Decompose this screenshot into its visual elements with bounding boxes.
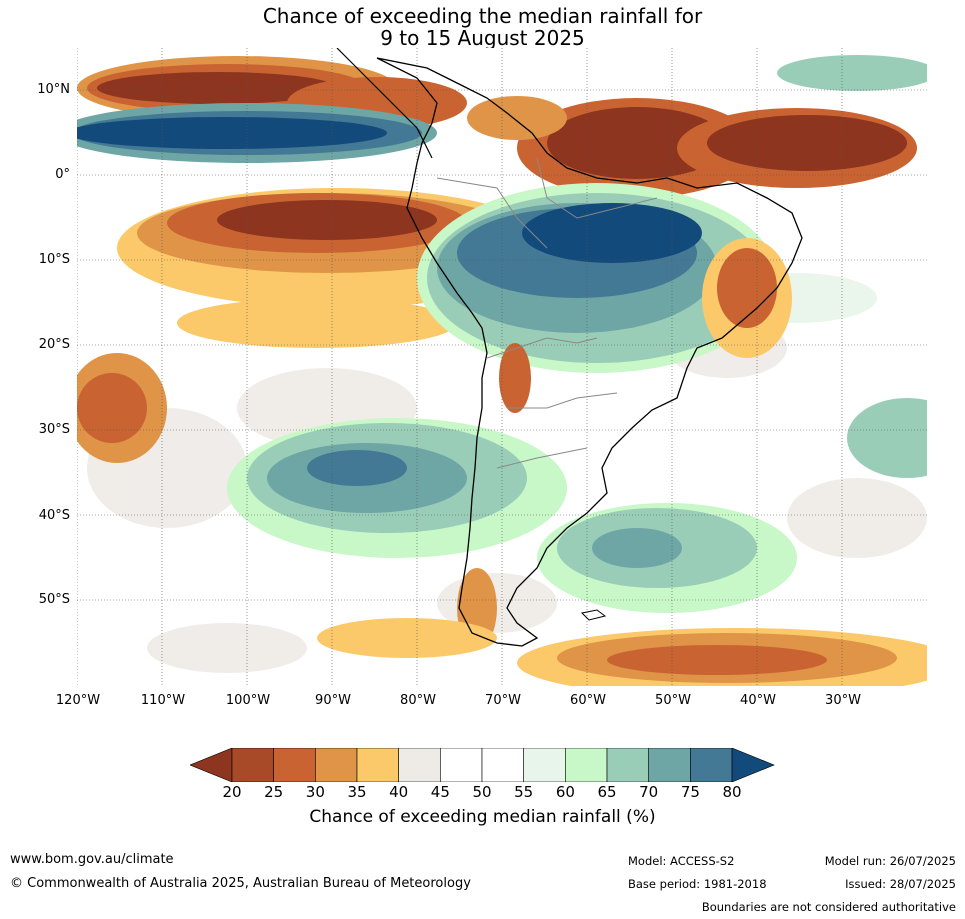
colorbar-segment [273,748,316,782]
colorbar-tick-label: 40 [389,783,409,801]
colorbar-tick-label: 50 [472,783,492,801]
lat-label-10s: 10°S [38,252,70,267]
footer-disclaimer: Boundaries are not considered authoritat… [701,900,956,914]
colorbar-tick-label: 35 [347,783,367,801]
footer-issued: Issued: 28/07/2025 [845,877,956,891]
colorbar-segment [565,748,608,782]
map-title-line1: Chance of exceeding the median rainfall … [262,4,703,28]
wet-anomaly-amazon [417,183,777,373]
footer-base-period: Base period: 1981-2018 [628,877,767,891]
falkland-islands [580,609,607,621]
lat-label-30s: 30°S [38,422,70,437]
lat-label-20s: 20°S [38,337,70,352]
footer-website: www.bom.gov.au/climate [10,852,174,867]
colorbar [190,748,775,782]
lat-label-0: 0° [55,167,70,182]
colorbar-segment [690,748,733,782]
map-title-line2: 9 to 15 August 2025 [380,26,585,50]
colorbar-segment [606,748,649,782]
south-america-coastline [376,57,803,647]
colorbar-segment [315,748,358,782]
colorbar-tick-label: 20 [222,783,242,801]
dry-anomaly-south [317,568,927,686]
central-america-coastline [336,48,433,159]
colorbar-tick-label: 80 [722,783,742,801]
colorbar-tick-label: 30 [305,783,325,801]
lon-label-30w: 30°W [825,693,861,708]
colorbar-segment [356,748,399,782]
rainfall-map [77,48,927,686]
country-borders [436,157,658,469]
lat-label-50s: 50°S [38,592,70,607]
colorbar-over-triangle [731,748,775,782]
colorbar-segment [398,748,441,782]
colorbar-tick-label: 70 [639,783,659,801]
colorbar-under-triangle [190,748,233,782]
colorbar-tick-label: 45 [430,783,450,801]
lon-label-110w: 110°W [140,693,186,708]
colorbar-tick-label: 25 [264,783,284,801]
lon-label-90w: 90°W [315,693,351,708]
lon-label-120w: 120°W [55,693,101,708]
lon-label-40w: 40°W [740,693,776,708]
graticule [77,48,927,686]
colorbar-segment [523,748,566,782]
lon-label-70w: 70°W [485,693,521,708]
colorbar-tick-label: 55 [514,783,534,801]
wet-anomaly-pacific [77,55,927,163]
rainfall-map-svg [77,48,927,686]
dry-anomaly-north [77,56,917,198]
wet-anomaly-south-pacific [227,398,927,613]
colorbar-title: Chance of exceeding median rainfall (%) [309,807,656,827]
lon-label-60w: 60°W [570,693,606,708]
lat-label-40s: 40°S [38,508,70,523]
colorbar-segment [648,748,691,782]
footer-model-run: Model run: 26/07/2025 [824,854,956,868]
colorbar-segment [231,748,274,782]
colorbar-tick-label: 65 [597,783,617,801]
footer-model: Model: ACCESS-S2 [628,854,735,868]
footer-copyright: © Commonwealth of Australia 2025, Austra… [10,876,471,891]
lon-label-80w: 80°W [400,693,436,708]
dry-anomaly-east-brazil [499,238,792,413]
lon-label-50w: 50°W [655,693,691,708]
colorbar-tick-label: 60 [555,783,575,801]
lat-label-10n: 10°N [37,82,70,97]
colorbar-segment [481,748,524,782]
colorbar-tick-label: 75 [680,783,700,801]
colorbar-segment [440,748,483,782]
lon-label-100w: 100°W [225,693,271,708]
